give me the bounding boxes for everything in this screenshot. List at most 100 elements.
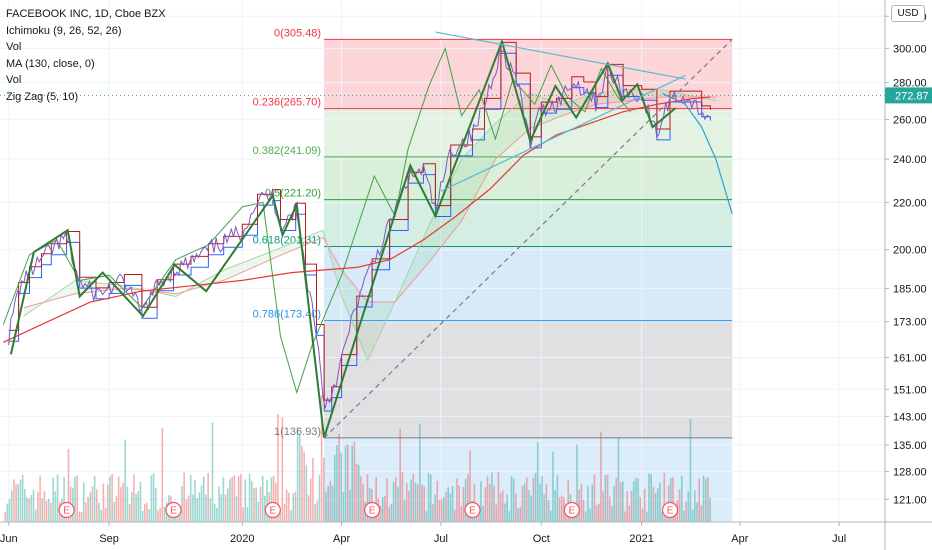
volume-bar — [10, 490, 13, 522]
volume-bar — [434, 494, 436, 522]
volume-bar — [196, 498, 199, 522]
volume-bar — [565, 511, 567, 522]
volume-bar — [220, 494, 223, 522]
volume-bar — [351, 445, 353, 522]
volume-bar — [303, 451, 305, 522]
volume-bar — [405, 483, 408, 522]
y-tick-label: 300.00 — [893, 43, 927, 55]
earnings-marker-6[interactable]: E — [661, 501, 679, 519]
y-tick-label: 200.00 — [893, 245, 927, 257]
legend-ichimoku[interactable]: Ichimoku (9, 26, 52, 26) — [6, 24, 122, 37]
volume-bar — [41, 498, 44, 522]
volume-bar — [181, 486, 183, 522]
volume-bar — [80, 511, 83, 522]
volume-bar — [497, 472, 500, 522]
volume-bar — [637, 478, 639, 522]
volume-bar — [558, 497, 561, 522]
volume-bar — [157, 510, 159, 522]
legend-title[interactable]: FACEBOOK INC, 1D, Cboe BZX — [6, 8, 166, 20]
legend-volume-2[interactable]: Vol — [6, 74, 22, 86]
volume-bar — [694, 490, 696, 522]
fib-label-0: 0(305.48) — [274, 27, 321, 39]
volume-bar — [307, 495, 310, 522]
volume-bar — [91, 486, 94, 522]
volume-bar — [617, 438, 620, 522]
volume-bar — [150, 475, 153, 522]
volume-bar — [161, 427, 164, 522]
volume-bar — [48, 498, 50, 522]
volume-bar — [76, 475, 78, 522]
volume-bar — [200, 485, 203, 522]
volume-bar — [650, 474, 652, 522]
volume-bar — [469, 450, 471, 522]
volume-bar — [646, 511, 648, 522]
y-tick-label: 185.00 — [893, 283, 927, 295]
volume-bar — [589, 508, 591, 522]
volume-bar — [111, 473, 113, 522]
fib-label-6: 1(136.93) — [274, 426, 321, 438]
volume-bar — [659, 482, 661, 522]
volume-bar — [595, 505, 598, 522]
volume-bar — [85, 502, 87, 522]
volume-bar — [78, 511, 81, 522]
earnings-marker-5[interactable]: E — [563, 501, 580, 519]
legend-zigzag[interactable]: Zig Zag (5, 10) — [6, 90, 79, 103]
volume-bar — [613, 486, 615, 522]
volume-bar — [333, 455, 336, 522]
volume-bar — [124, 439, 127, 522]
y-tick-label: 173.00 — [893, 317, 927, 329]
volume-bar — [152, 473, 155, 522]
volume-bar — [277, 414, 279, 522]
legend-ma[interactable]: MA (130, close, 0) — [6, 57, 95, 70]
volume-bar — [253, 488, 255, 522]
volume-bar — [641, 508, 644, 522]
volume-bar — [148, 508, 151, 522]
earnings-marker-1[interactable]: E — [165, 501, 182, 519]
y-tick-label: 280.00 — [893, 78, 927, 90]
earnings-marker-0[interactable]: E — [58, 501, 75, 519]
x-axis-ticks: Jun Sep 2020 Apr Jul Oct 2021 Apr Jul — [0, 522, 846, 545]
volume-bar — [423, 486, 426, 522]
earnings-marker-label: E — [469, 506, 476, 517]
volume-bar — [283, 504, 286, 522]
volume-bar — [384, 495, 386, 522]
volume-bar — [281, 417, 284, 522]
volume-bar — [687, 491, 690, 522]
volume-bar — [549, 510, 552, 522]
volume-bar — [702, 475, 705, 522]
volume-bar — [458, 485, 460, 522]
fib-label-2: 0.382(241.09) — [253, 145, 322, 157]
volume-bar — [525, 477, 528, 522]
volume-bar — [630, 490, 633, 522]
volume-bar — [106, 484, 109, 522]
volume-bar — [499, 492, 502, 522]
projection-curve — [662, 92, 733, 214]
volume-bar — [515, 493, 517, 522]
volume-bar — [486, 476, 489, 522]
volume-bar — [26, 497, 28, 522]
volume-bar — [635, 477, 637, 522]
volume-bar — [37, 491, 39, 522]
currency-button[interactable]: USD — [891, 5, 925, 22]
volume-bar — [440, 499, 443, 522]
volume-bar — [126, 486, 129, 522]
volume-bar — [301, 446, 303, 522]
volume-bar — [63, 476, 65, 522]
legend-volume[interactable]: Vol — [6, 41, 22, 53]
volume-bar — [362, 483, 364, 522]
earnings-marker-3[interactable]: E — [364, 501, 381, 519]
volume-bar — [244, 479, 247, 522]
volume-bar — [698, 478, 700, 522]
volume-bar — [600, 431, 602, 522]
earnings-marker-2[interactable]: E — [264, 501, 281, 519]
earnings-marker-4[interactable]: E — [464, 501, 481, 519]
x-tick-label: Jul — [832, 533, 846, 545]
volume-bar — [54, 491, 57, 522]
volume-bar — [50, 502, 52, 522]
volume-bar — [632, 481, 635, 522]
volume-bar — [192, 494, 194, 522]
trendline-1 — [440, 74, 686, 192]
moving-average-line — [3, 96, 711, 343]
volume-bar — [421, 484, 423, 522]
